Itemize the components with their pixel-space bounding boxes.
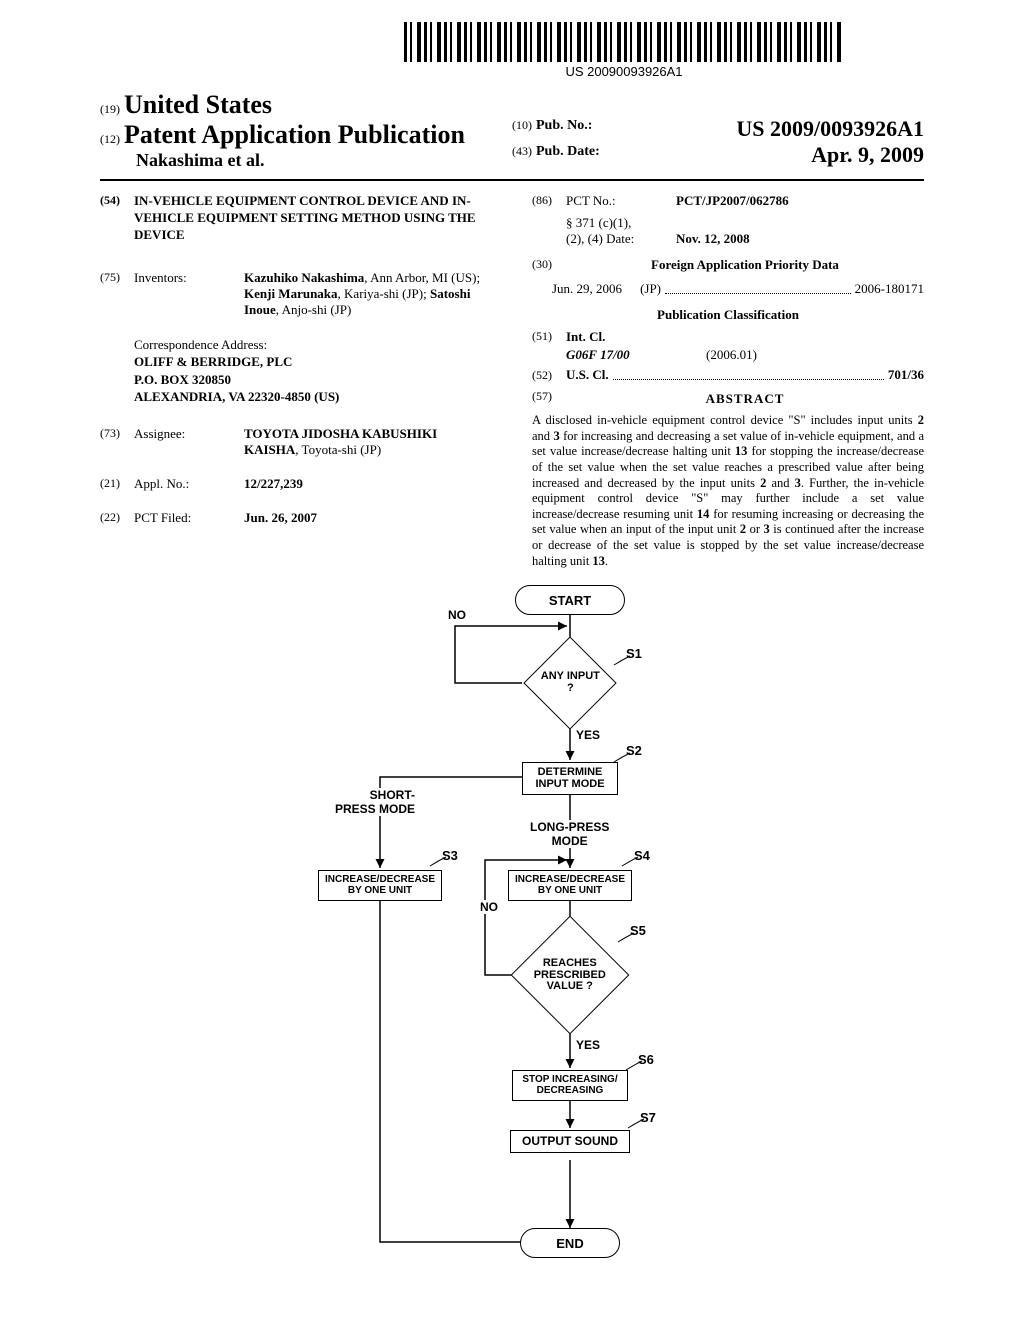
abstract-text: A disclosed in-vehicle equipment control…	[532, 413, 924, 569]
fc-label-no-s1: NO	[448, 608, 466, 622]
correspondence-address: Correspondence Address: OLIFF & BERRIDGE…	[134, 336, 492, 406]
publication-type: Patent Application Publication	[124, 120, 465, 149]
patent-header: (19) United States (12) Patent Applicati…	[100, 90, 924, 171]
dot-leader	[613, 370, 884, 380]
s371-label: § 371 (c)(1), (2), (4) Date:	[566, 215, 676, 247]
fc-label-yes-s1: YES	[576, 728, 600, 742]
abstract-header: ABSTRACT	[566, 391, 924, 407]
fc-label-yes-s5: YES	[576, 1038, 600, 1052]
fc-s1-step: S1	[626, 646, 642, 661]
pub-no: US 2009/0093926A1	[736, 116, 924, 142]
country: United States	[124, 90, 272, 119]
corr-label: Correspondence Address:	[134, 336, 492, 354]
fc-s7-text: OUTPUT SOUND	[522, 1135, 618, 1148]
inid-57: (57)	[532, 389, 566, 413]
inid-73: (73)	[100, 426, 134, 458]
pct-filed-value: Jun. 26, 2007	[244, 510, 492, 526]
fc-s5-diamond: REACHES PRESCRIBED VALUE ?	[511, 916, 630, 1035]
fc-s3-text: INCREASE/DECREASE BY ONE UNIT	[325, 875, 435, 896]
pub-date: Apr. 9, 2009	[811, 142, 924, 168]
fc-label-long-mode: LONG-PRESS MODE	[530, 820, 609, 848]
appl-label: Appl. No.:	[134, 476, 244, 492]
inid-30: (30)	[532, 257, 566, 273]
right-column: (86) PCT No.: PCT/JP2007/062786 § 371 (c…	[532, 193, 924, 569]
header-divider	[100, 179, 924, 181]
pct-no-value: PCT/JP2007/062786	[676, 193, 924, 209]
header-authors: Nakashima et al.	[136, 150, 496, 171]
inventors-label: Inventors:	[134, 270, 244, 318]
corr-line3: ALEXANDRIA, VA 22320-4850 (US)	[134, 388, 492, 406]
uscl-label: U.S. Cl.	[566, 367, 609, 383]
fc-s1-text: ANY INPUT ?	[538, 671, 602, 694]
inid-86: (86)	[532, 193, 566, 209]
fc-s7-step: S7	[640, 1110, 656, 1125]
fc-end: END	[520, 1228, 620, 1258]
fc-s4-step: S4	[634, 848, 650, 863]
fp-number: 2006-180171	[855, 281, 924, 297]
inid-21: (21)	[100, 476, 134, 492]
inid-10: (10)	[512, 118, 532, 132]
inid-22: (22)	[100, 510, 134, 526]
inid-12: (12)	[100, 132, 120, 146]
fc-s3-step: S3	[442, 848, 458, 863]
fc-s2-text: DETERMINE INPUT MODE	[535, 767, 604, 790]
barcode-text: US 20090093926A1	[404, 64, 844, 79]
inid-75: (75)	[100, 270, 134, 318]
fp-country: (JP)	[640, 281, 661, 297]
intcl-code: G06F 17/00	[566, 347, 706, 363]
left-column: (54) IN-VEHICLE EQUIPMENT CONTROL DEVICE…	[100, 193, 492, 569]
pub-classification-header: Publication Classification	[532, 307, 924, 323]
fc-label-short-mode: SHORT- PRESS MODE	[330, 788, 420, 816]
inventors-value: Kazuhiko Nakashima, Ann Arbor, MI (US); …	[244, 270, 492, 318]
intcl-version: (2006.01)	[706, 347, 757, 363]
fc-s2-step: S2	[626, 743, 642, 758]
intcl-label: Int. Cl.	[566, 329, 605, 345]
fc-s3-box: INCREASE/DECREASE BY ONE UNIT	[318, 870, 442, 901]
inid-43: (43)	[512, 144, 532, 158]
fc-s1-diamond: ANY INPUT ?	[523, 636, 616, 729]
patent-title: IN-VEHICLE EQUIPMENT CONTROL DEVICE AND …	[134, 193, 492, 244]
fc-label-no-s5: NO	[480, 900, 498, 914]
s371-value: Nov. 12, 2008	[676, 231, 924, 247]
fc-s2-box: DETERMINE INPUT MODE	[522, 762, 618, 795]
fp-date: Jun. 29, 2006	[552, 281, 622, 297]
assignee-label: Assignee:	[134, 426, 244, 458]
uscl-value: 701/36	[888, 367, 924, 383]
fc-s6-box: STOP INCREASING/ DECREASING	[512, 1070, 628, 1101]
dot-leader	[665, 284, 851, 294]
pub-date-label: Pub. Date:	[536, 144, 600, 159]
inid-54: (54)	[100, 193, 134, 244]
appl-value: 12/227,239	[244, 476, 492, 492]
corr-line1: OLIFF & BERRIDGE, PLC	[134, 353, 492, 371]
fc-s6-step: S6	[638, 1052, 654, 1067]
pub-no-label: Pub. No.:	[536, 118, 592, 133]
assignee-value: TOYOTA JIDOSHA KABUSHIKI KAISHA, Toyota-…	[244, 426, 492, 458]
fc-s5-step: S5	[630, 923, 646, 938]
foreign-priority-header: Foreign Application Priority Data	[566, 257, 924, 273]
corr-line2: P.O. BOX 320850	[134, 371, 492, 389]
flowchart: START NO ANY INPUT ? S1 YES DETERMINE IN…	[270, 570, 800, 1290]
pct-no-label: PCT No.:	[566, 193, 676, 209]
inid-51: (51)	[532, 329, 566, 345]
fc-s4-box: INCREASE/DECREASE BY ONE UNIT	[508, 870, 632, 901]
fc-s5-text: REACHES PRESCRIBED VALUE ?	[529, 958, 611, 993]
fc-start: START	[515, 585, 625, 615]
biblio-body: (54) IN-VEHICLE EQUIPMENT CONTROL DEVICE…	[100, 193, 924, 569]
barcode-graphic	[404, 22, 844, 62]
inid-19: (19)	[100, 102, 120, 116]
fc-s4-text: INCREASE/DECREASE BY ONE UNIT	[515, 875, 625, 896]
fc-s7-box: OUTPUT SOUND	[510, 1130, 630, 1153]
barcode-region: US 20090093926A1	[404, 22, 844, 79]
inid-52: (52)	[532, 368, 566, 383]
pct-filed-label: PCT Filed:	[134, 510, 244, 526]
fc-s6-text: STOP INCREASING/ DECREASING	[522, 1075, 617, 1096]
